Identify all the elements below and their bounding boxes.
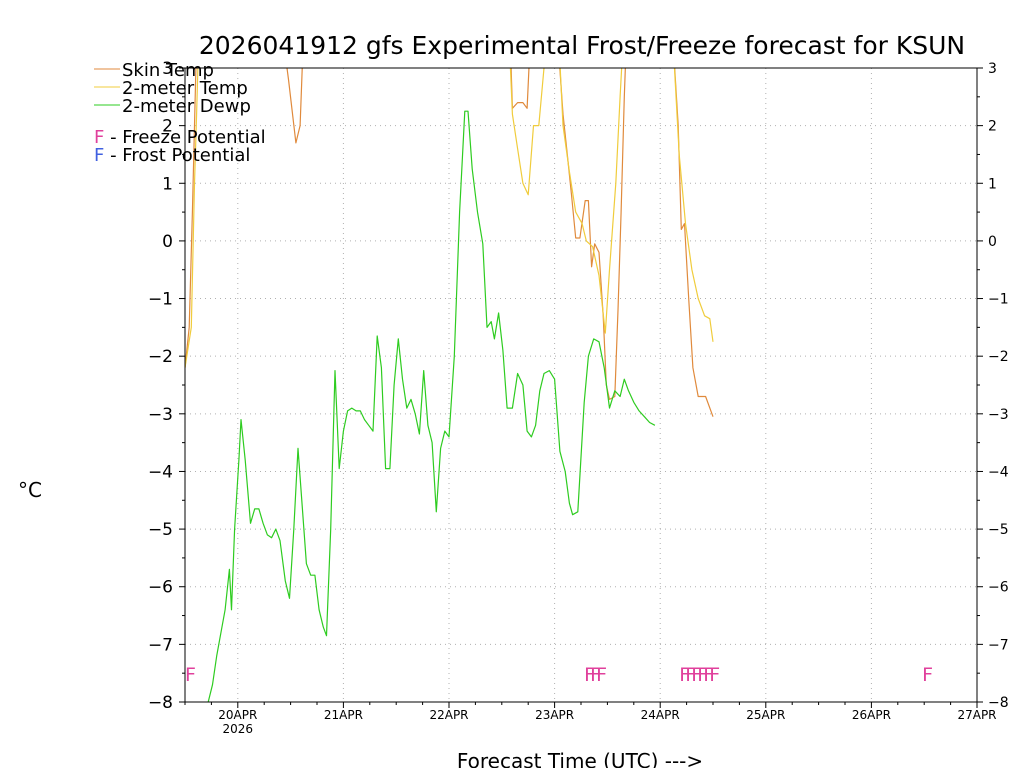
y-tick-label-right: −2 xyxy=(988,349,1009,365)
two-meter-dewp-line xyxy=(207,110,656,702)
y-tick-label-right: −1 xyxy=(988,292,1009,308)
y-tick-label-right: 3 xyxy=(988,61,997,77)
freeze-potential-mark: F xyxy=(691,664,702,686)
y-tick-label-left: 0 xyxy=(162,232,173,252)
freeze-legend-symbol: F xyxy=(94,127,104,148)
y-tick-label-left: −8 xyxy=(148,693,173,713)
frost-legend-text: - Frost Potential xyxy=(104,145,250,166)
y-tick-label-left: 1 xyxy=(162,174,173,194)
y-tick-label-right: −3 xyxy=(988,407,1009,423)
grid xyxy=(185,68,977,702)
frost-legend-symbol: F xyxy=(94,145,104,166)
x-tick-sublabel: 2026 xyxy=(223,722,254,736)
y-tick-label-right: 2 xyxy=(988,119,997,135)
x-tick-label: 26APR xyxy=(852,708,891,722)
legend-label-t2m: 2-meter Temp xyxy=(122,78,248,99)
freeze-potential-mark: F xyxy=(185,664,196,686)
series-layer xyxy=(185,68,714,702)
x-tick-label: 24APR xyxy=(641,708,680,722)
x-tick-label: 27APR xyxy=(957,708,996,722)
y-tick-label-right: −8 xyxy=(988,695,1009,711)
y-tick-label-left: 3 xyxy=(162,59,173,79)
legend-label-skin: Skin Temp xyxy=(122,60,214,81)
x-tick-label: 23APR xyxy=(535,708,574,722)
freeze-potential-mark: F xyxy=(697,664,708,686)
y-tick-label-left: 2 xyxy=(162,117,173,137)
chart-title: 2026041912 gfs Experimental Frost/Freeze… xyxy=(199,31,965,60)
y-tick-label-right: −6 xyxy=(988,580,1009,596)
x-tick-label: 22APR xyxy=(429,708,468,722)
freeze-potential-mark: F xyxy=(685,664,696,686)
skin-temp-line xyxy=(185,68,714,417)
y-tick-label-left: −1 xyxy=(148,290,173,310)
frost-potential-legend: F - Frost Potential xyxy=(94,145,250,166)
y-tick-label-left: −4 xyxy=(148,462,173,482)
freeze-potential-mark: F xyxy=(679,664,690,686)
y-tick-label-left: −2 xyxy=(148,347,173,367)
x-tick-label: 25APR xyxy=(746,708,785,722)
freeze-potential-mark: F xyxy=(922,664,933,686)
y-tick-label-left: −5 xyxy=(148,520,173,540)
freeze-potential-mark: F xyxy=(703,664,714,686)
freeze-potential-mark: F xyxy=(590,664,601,686)
x-axis-label: Forecast Time (UTC) ---> xyxy=(457,749,703,768)
y-tick-label-left: −3 xyxy=(148,405,173,425)
y-tick-label-right: −4 xyxy=(988,464,1009,480)
y-tick-label-right: 1 xyxy=(988,176,997,192)
freeze-legend-text: - Freeze Potential xyxy=(104,127,265,148)
two-meter-temp-line xyxy=(185,68,714,368)
y-tick-label-right: −5 xyxy=(988,522,1009,538)
freeze-potential-mark: F xyxy=(584,664,595,686)
y-tick-label-left: −7 xyxy=(148,635,173,655)
y-tick-label-left: −6 xyxy=(148,578,173,598)
y-tick-label-right: −7 xyxy=(988,637,1009,653)
y-axis-label: °C xyxy=(18,478,42,502)
freeze-potential-legend: F - Freeze Potential xyxy=(94,127,266,148)
plot-frame xyxy=(184,67,978,703)
freeze-potential-mark: F xyxy=(709,664,720,686)
legend-label-dewp: 2-meter Dewp xyxy=(122,96,251,117)
y-tick-label-right: 0 xyxy=(988,234,997,250)
x-tick-label: 21APR xyxy=(324,708,363,722)
legend: Skin Temp 2-meter Temp 2-meter Dewp F - … xyxy=(94,60,266,166)
x-tick-label: 20APR xyxy=(218,708,257,722)
axes: −8 −8 −7 −7 −6 −6 −5 −5 −4 −4 −3 −3 −2 −2 −1 −1 0 0 1 1 2 2 3 3… xyxy=(148,59,1009,736)
freeze-potential-mark: F xyxy=(596,664,607,686)
